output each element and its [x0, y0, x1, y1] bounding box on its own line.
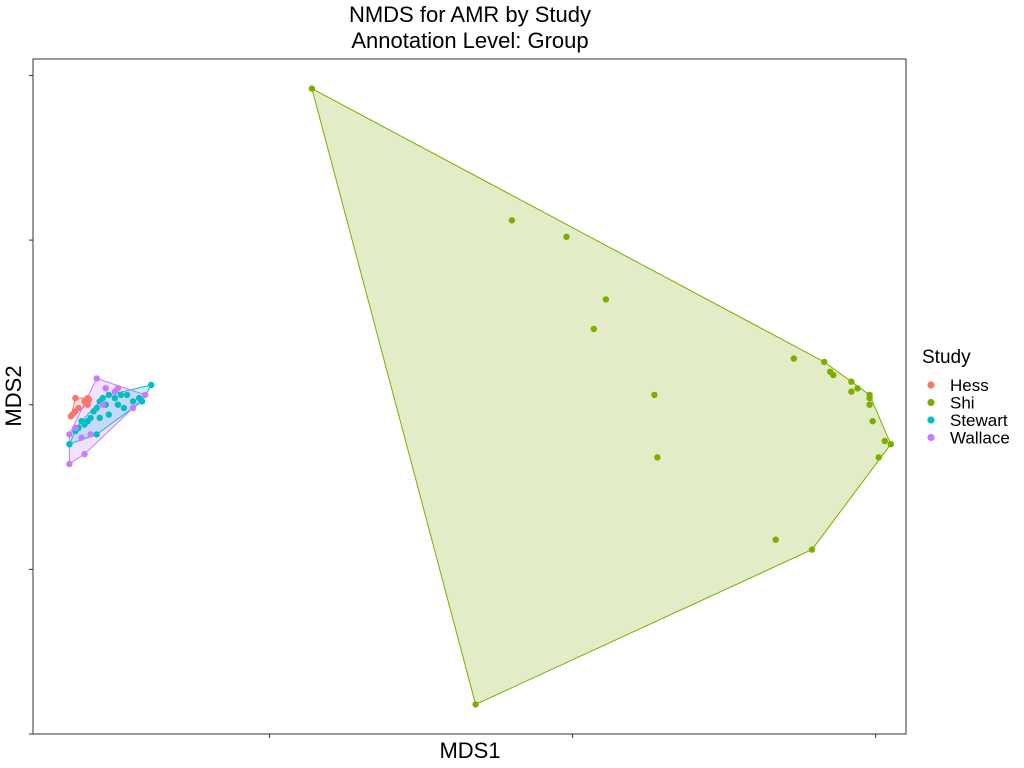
point-shi	[563, 233, 570, 240]
point-wallace	[66, 460, 73, 468]
point-stewart	[114, 401, 122, 408]
point-wallace	[142, 391, 149, 399]
point-stewart	[111, 394, 119, 402]
legend-label-stewart: Stewart	[950, 411, 1008, 430]
point-shi	[821, 358, 828, 366]
point-shi	[866, 401, 873, 408]
y-axis-title: MDS2	[1, 365, 26, 426]
hull-shi	[311, 87, 892, 706]
point-stewart	[117, 391, 125, 399]
point-shi	[887, 441, 894, 448]
point-shi	[590, 325, 597, 333]
point-wallace	[87, 431, 94, 438]
point-stewart	[148, 381, 155, 389]
point-shi	[866, 394, 873, 402]
legend-key-wallace	[927, 433, 935, 442]
point-shi	[854, 385, 861, 392]
point-wallace	[111, 388, 119, 395]
point-stewart	[105, 411, 113, 418]
x-axis-title: MDS1	[439, 738, 500, 763]
point-shi	[790, 355, 797, 362]
point-wallace	[93, 375, 100, 382]
point-wallace	[66, 431, 73, 438]
point-stewart	[120, 404, 128, 412]
point-wallace	[99, 401, 106, 408]
legend-key-stewart	[927, 416, 935, 424]
point-shi	[308, 85, 316, 92]
chart-title: NMDS for AMR by Study	[349, 2, 591, 27]
point-shi	[472, 701, 479, 708]
point-hess	[72, 394, 79, 402]
point-shi	[654, 454, 661, 461]
point-wallace	[72, 424, 79, 431]
point-shi	[808, 546, 816, 553]
point-shi	[875, 454, 882, 461]
point-stewart	[78, 418, 85, 425]
legend-label-hess: Hess	[950, 376, 989, 395]
point-shi	[651, 391, 658, 399]
legend-label-wallace: Wallace	[950, 429, 1010, 448]
point-stewart	[123, 391, 131, 399]
point-stewart	[138, 398, 146, 405]
point-wallace	[81, 450, 88, 458]
point-shi	[602, 296, 610, 303]
legend-title: Study	[922, 347, 971, 368]
legend-key-shi	[927, 398, 935, 407]
point-shi	[830, 371, 837, 379]
point-stewart	[93, 431, 100, 438]
point-stewart	[96, 414, 103, 422]
hull-layer	[68, 87, 892, 706]
point-hess	[75, 404, 82, 412]
chart-subtitle: Annotation Level: Group	[351, 28, 588, 53]
plot-panel-border	[32, 58, 907, 735]
point-shi	[848, 388, 855, 395]
point-shi	[508, 217, 516, 224]
point-wallace	[78, 434, 85, 441]
point-shi	[772, 536, 779, 543]
point-shi	[881, 437, 888, 445]
tick-layer	[29, 74, 877, 738]
point-shi	[848, 378, 855, 385]
point-wallace	[129, 404, 137, 412]
point-stewart	[66, 441, 73, 448]
point-shi	[869, 418, 876, 425]
points-layer	[66, 85, 894, 708]
point-hess	[84, 401, 91, 408]
point-wallace	[102, 385, 109, 392]
legend-label-shi: Shi	[950, 394, 975, 413]
point-stewart	[129, 398, 137, 405]
legend-key-hess	[927, 381, 935, 389]
point-stewart	[105, 391, 113, 399]
point-stewart	[90, 408, 97, 415]
point-hess	[67, 413, 75, 420]
